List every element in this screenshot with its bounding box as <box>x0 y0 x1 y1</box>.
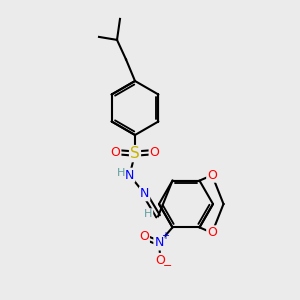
Text: O: O <box>156 254 165 267</box>
Text: −: − <box>162 261 172 271</box>
Text: N: N <box>154 236 164 250</box>
Text: O: O <box>150 146 159 159</box>
Text: N: N <box>140 187 149 200</box>
Text: O: O <box>139 230 149 244</box>
Text: O: O <box>207 226 217 239</box>
Text: H: H <box>117 168 125 178</box>
Text: H: H <box>144 209 153 219</box>
Text: N: N <box>125 169 134 182</box>
Text: O: O <box>207 169 217 182</box>
Text: O: O <box>111 146 120 159</box>
Text: +: + <box>161 231 169 242</box>
Text: S: S <box>130 146 140 161</box>
